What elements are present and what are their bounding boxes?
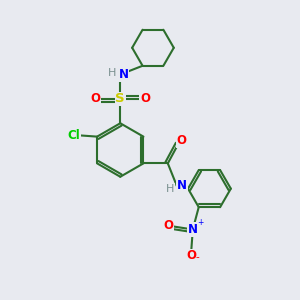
Text: O: O [140,92,150,105]
Text: H: H [166,184,174,194]
Text: O: O [163,218,173,232]
Text: N: N [119,68,129,81]
Text: O: O [176,134,186,147]
Text: O: O [186,249,196,262]
Text: +: + [197,218,203,227]
Text: -: - [196,252,200,262]
Text: H: H [108,68,116,78]
Text: N: N [188,223,198,236]
Text: N: N [177,179,187,192]
Text: O: O [91,92,100,105]
Text: Cl: Cl [68,129,80,142]
Text: S: S [116,92,125,105]
